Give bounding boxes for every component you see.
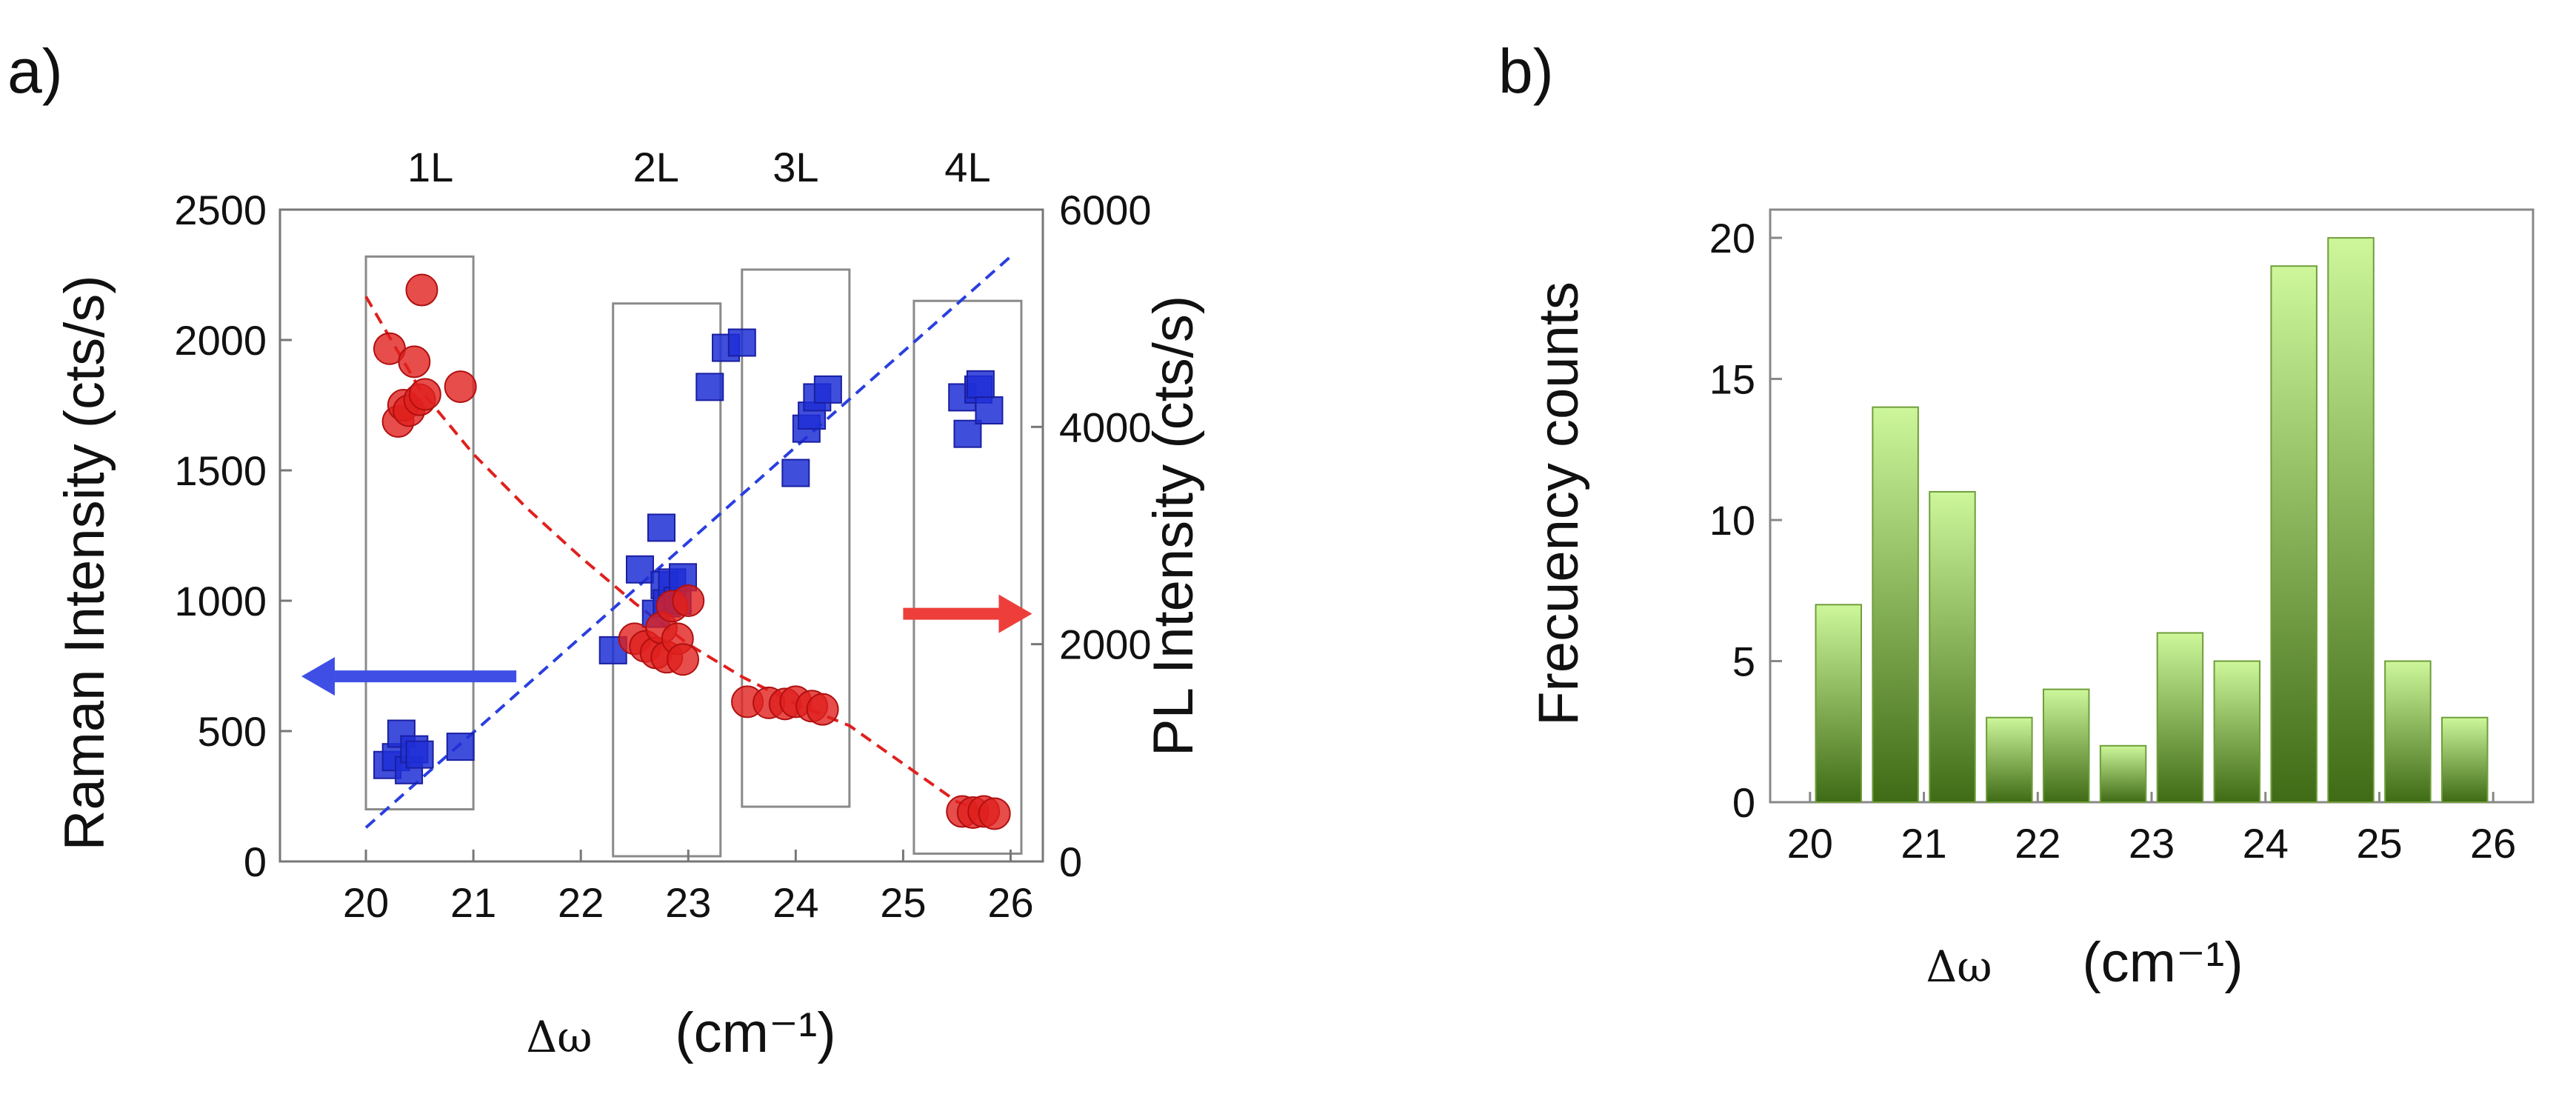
panel-b-label: b) [1498,36,1554,106]
histogram-bar [2099,744,2147,803]
raman-point [975,396,1004,425]
y2-tick-label: 6000 [1059,187,1152,233]
histogram-bar [2441,716,2489,804]
raman-fit-line [364,255,1012,829]
histogram-bar [2042,688,2090,803]
y-tick-label: 20 [1709,215,1755,261]
x-tick-label: 21 [450,879,496,926]
layer-box-2 [612,302,722,858]
y-tick-label: 0 [244,838,267,885]
x-axis-unit-b: (cm⁻¹) [2082,931,2243,994]
scatter-plot-panel-a: 20 21 22 23 24 25 26 0 500 1000 1500 2000 2500 0 200… [53,144,1205,1064]
y2-tick-label: 0 [1059,838,1082,885]
histogram-bar [1929,490,1976,803]
y-tick-label: 0 [1732,779,1755,826]
y-tick-label: 1500 [174,447,267,494]
pl-point [978,797,1011,830]
histogram-bar [2156,632,2204,804]
y-axis-title-right: PL Intensity (cts/s) [1142,296,1205,756]
raman-point [446,733,475,761]
histogram-panel-b: 20 21 22 23 24 25 26 0 5 10 15 20 Frecuency counts… [1527,208,2535,994]
raman-point [695,373,724,401]
pl-point [408,378,441,411]
raman-point [813,375,842,404]
x-tick-label: 22 [2015,820,2061,867]
pl-point [398,345,431,379]
layer-box-4 [912,299,1023,855]
histogram-bar [1815,604,1862,803]
panel-a-label: a) [7,36,63,106]
x-tick-label: 21 [1901,820,1946,867]
x-axis-symbol-b: Δω [1926,941,1992,992]
pl-axis-arrow [903,594,1032,633]
raman-point [781,459,810,487]
x-tick-label: 25 [880,879,926,926]
x-tick-label: 20 [1787,820,1833,867]
y-tick-label: 1000 [174,578,267,624]
histogram-bar [2384,660,2432,803]
x-tick-label: 23 [2129,820,2175,867]
layer-label: 4L [944,144,990,190]
layer-label: 1L [407,144,453,190]
pl-point [444,370,477,404]
raman-point [953,419,982,448]
y-tick-label: 15 [1709,356,1755,403]
y-axis-title-left: Raman Intensity (cts/s) [53,275,116,850]
histogram-bar [2327,237,2375,804]
raman-point [727,328,756,357]
y2-tick-label: 4000 [1059,404,1152,450]
pl-point [806,693,839,726]
pl-point [405,273,438,307]
x-axis-unit-a: (cm⁻¹) [675,1001,835,1064]
y-tick-label: 2000 [174,317,267,364]
histogram-bar [2213,660,2261,803]
histogram-bar [1872,406,1919,803]
x-tick-label: 22 [558,879,604,926]
pl-point [672,584,705,617]
histogram-bar [1986,716,2033,804]
y-tick-label: 10 [1709,497,1755,544]
x-axis-symbol-a: Δω [526,1012,592,1062]
x-tick-label: 26 [987,879,1033,926]
layer-label: 3L [773,144,818,190]
x-tick-label: 25 [2356,820,2402,867]
layer-label: 2L [633,144,679,190]
y-tick-label: 5 [1732,638,1755,685]
histogram-bar [2270,265,2318,803]
y-tick-label: 2500 [174,187,267,233]
x-tick-label: 24 [773,879,818,926]
raman-point [966,370,995,399]
x-tick-label: 20 [343,879,389,926]
x-tick-label: 24 [2243,820,2289,867]
raman-point [625,555,654,584]
layer-box-3 [741,268,851,808]
plot-frame-a [278,208,1044,863]
x-tick-label: 26 [2470,820,2516,867]
y-axis-title-b: Frecuency counts [1527,281,1590,726]
raman-point [647,513,675,542]
raman-axis-arrow [301,657,517,696]
layer-box-1 [364,255,475,811]
raman-point [405,740,434,769]
pl-point [667,643,700,676]
y2-tick-label: 2000 [1059,621,1152,668]
y-tick-label: 500 [198,708,267,755]
x-tick-label: 23 [665,879,711,926]
